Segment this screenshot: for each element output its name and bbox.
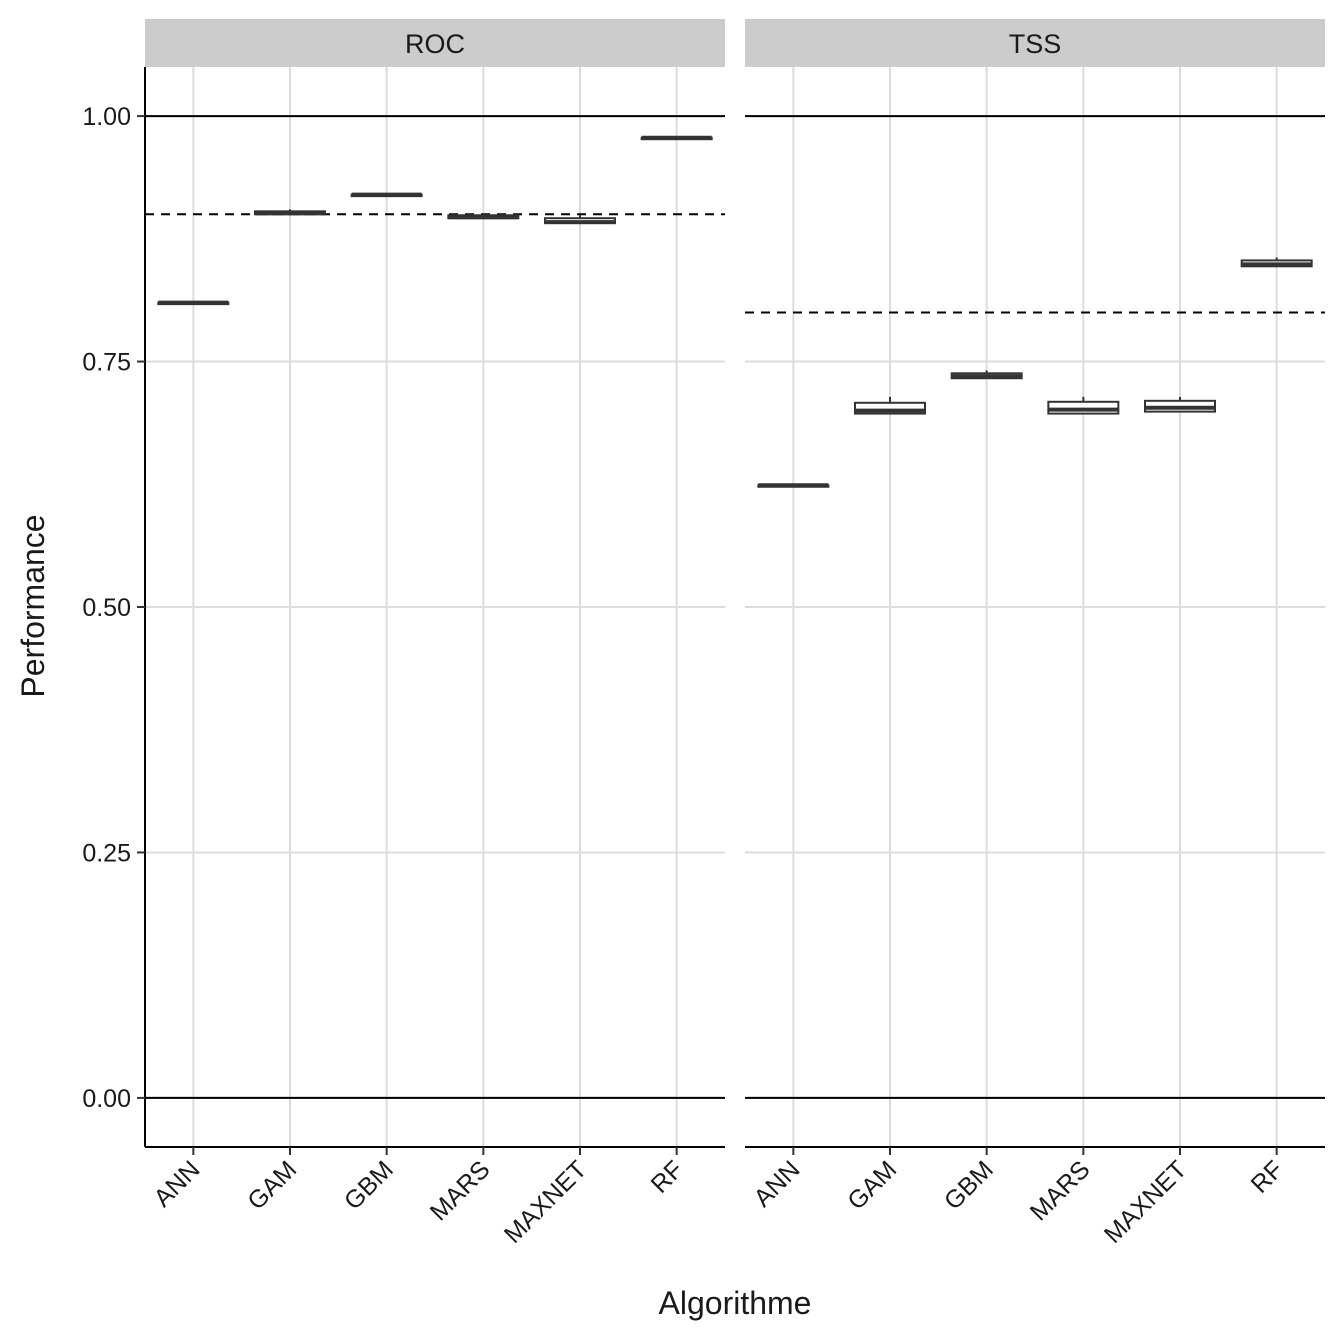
facet-strip-label: TSS [1009,29,1062,59]
x-tick-label: RF [1246,1155,1289,1198]
boxplot-maxnet [1144,396,1216,413]
x-tick-label: ANN [748,1155,805,1212]
y-tick-label: 0.75 [82,349,131,377]
x-tick-label: GAM [242,1155,302,1215]
y-tick-label: 0.00 [82,1085,131,1113]
x-tick-label: MARS [425,1155,496,1226]
y-tick-label: 1.00 [82,103,131,131]
box-iqr [854,401,926,415]
x-tick-label: ANN [148,1155,205,1212]
boxplot-gam [254,209,326,216]
x-tick-label: GBM [339,1155,399,1215]
x-tick-label: GBM [939,1155,999,1215]
x-tick-label: MAXNET [1099,1155,1192,1248]
boxplot-ann [757,483,830,488]
facet-strip [745,19,1325,67]
y-tick-label: 0.50 [82,594,131,622]
boxplot-mars [447,214,520,220]
boxplot-maxnet [544,215,616,225]
x-tick-label: MAXNET [499,1155,592,1248]
facet-panel-tss: TSS ANN GAM GBM MARS MAXNET RF [745,19,1325,1249]
boxplot-mars [1047,396,1120,415]
boxplot-gbm [950,370,1023,380]
boxplot-ann [157,300,230,306]
x-tick-label: RF [646,1155,689,1198]
boxplot-gam [854,396,926,415]
x-tick-label: GAM [842,1155,902,1215]
boxplot-rf [1240,257,1313,268]
boxplot-gbm [350,192,423,198]
y-axis-title: Performance [15,514,51,697]
x-tick-label: MARS [1025,1155,1096,1226]
facet-panel-roc: ROC ANN GAM GBM MARS MAXNET RF 0.00 0.25 0.50 0.75… [82,19,725,1249]
facet-strip-label: ROC [405,29,465,59]
x-axis-title: Algorithme [659,1285,812,1321]
facet-strip [145,19,725,67]
y-tick-label: 0.25 [82,839,131,867]
boxplot-rf [640,135,713,141]
